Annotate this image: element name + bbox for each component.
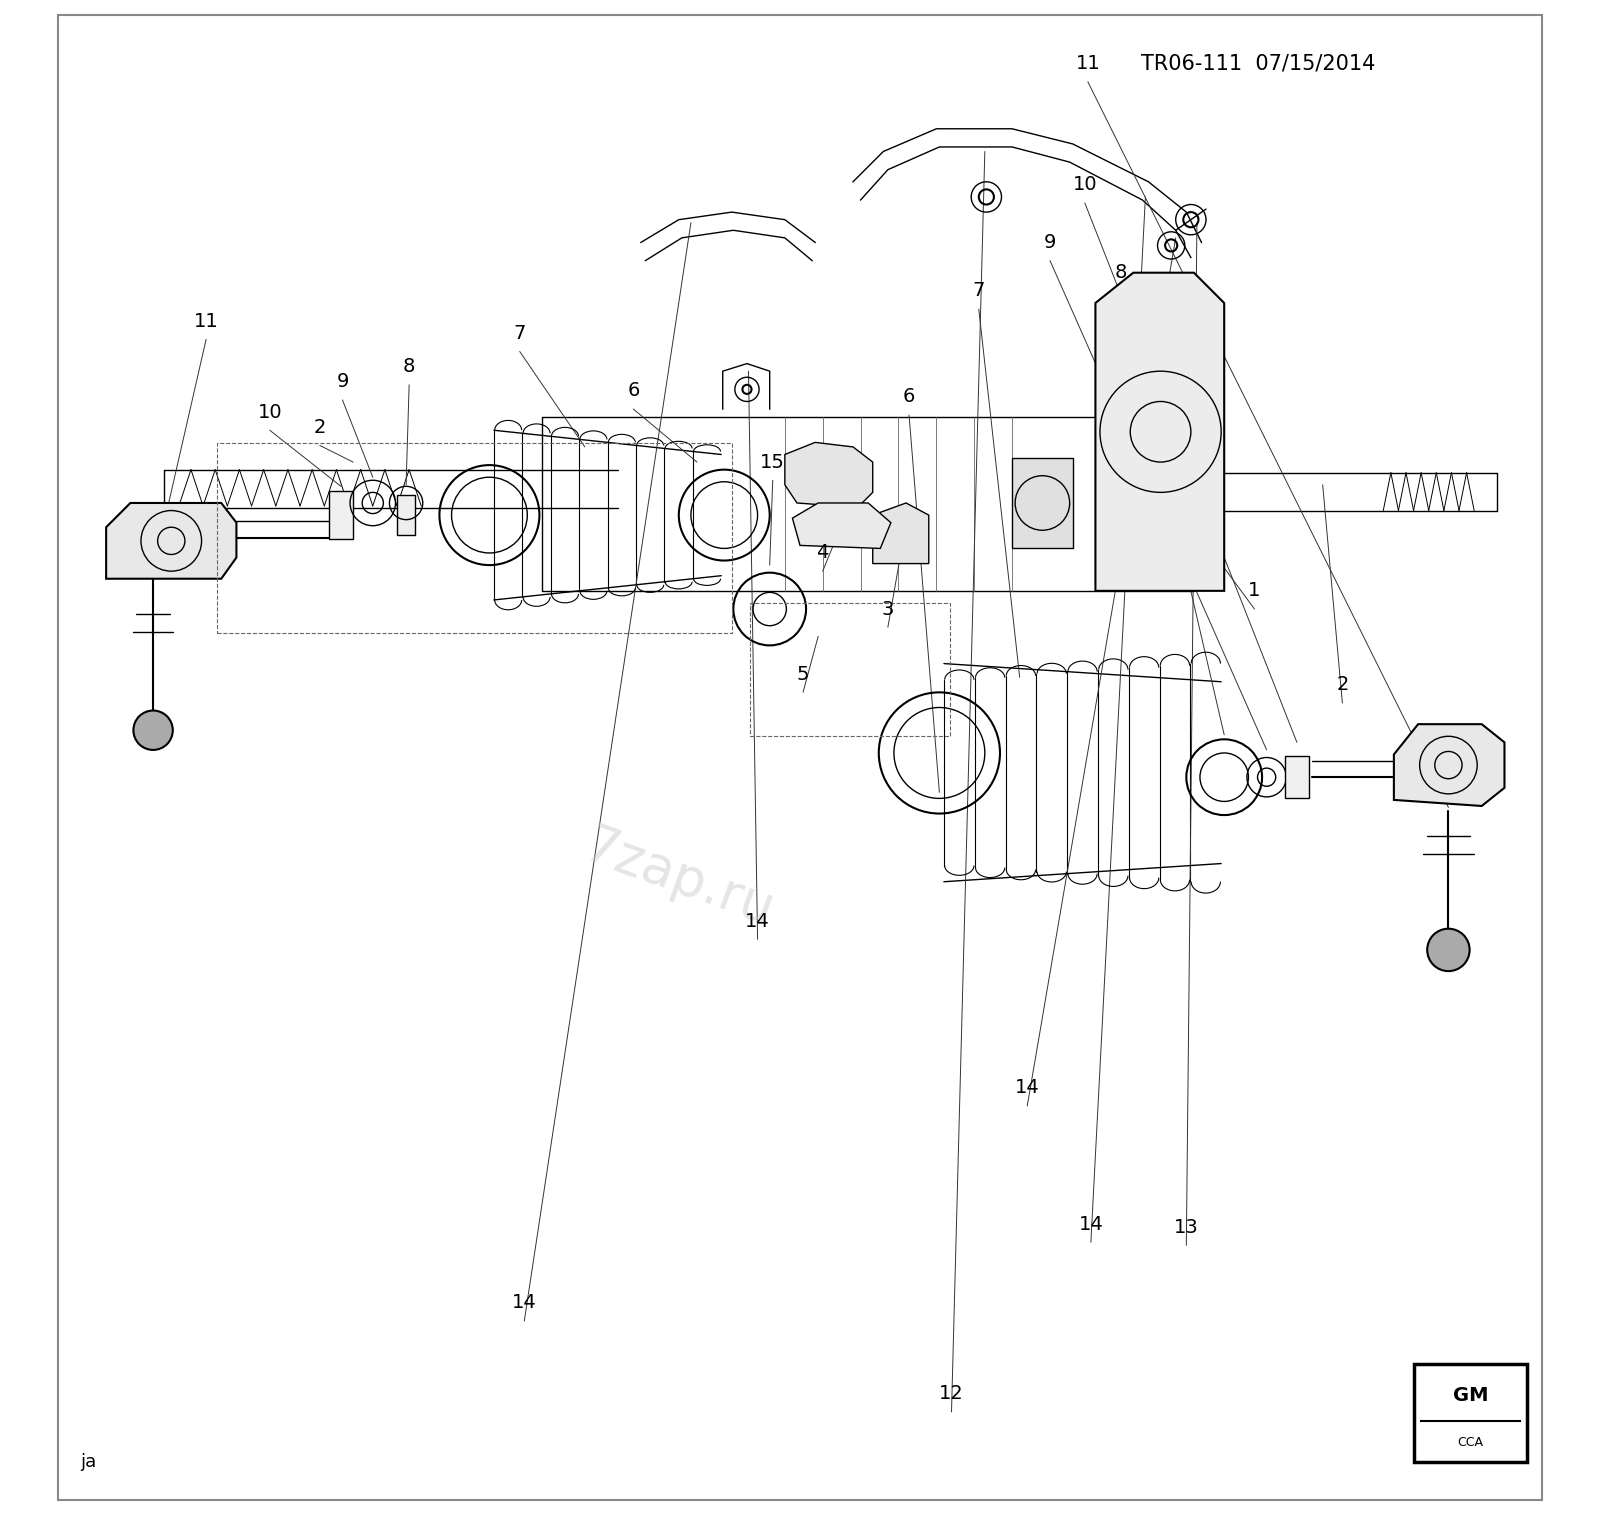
Text: 11: 11 bbox=[194, 312, 219, 330]
Polygon shape bbox=[106, 503, 237, 579]
Bar bbox=[216, 444, 731, 633]
Polygon shape bbox=[1096, 273, 1224, 591]
Text: 2: 2 bbox=[314, 418, 326, 436]
Bar bbox=[750, 603, 950, 736]
Text: 4: 4 bbox=[816, 544, 829, 562]
Text: 9: 9 bbox=[1043, 233, 1056, 251]
Text: 5: 5 bbox=[797, 665, 810, 683]
Bar bbox=[330, 491, 354, 539]
Text: 14: 14 bbox=[746, 912, 770, 930]
Text: 15: 15 bbox=[760, 453, 786, 471]
Text: 14: 14 bbox=[1078, 1215, 1104, 1233]
Text: 2: 2 bbox=[1336, 676, 1349, 694]
Text: 11: 11 bbox=[1075, 55, 1101, 73]
Text: 12: 12 bbox=[939, 1385, 963, 1403]
Text: 9: 9 bbox=[336, 373, 349, 391]
Bar bbox=[1013, 458, 1072, 548]
Text: 7: 7 bbox=[514, 324, 526, 342]
Polygon shape bbox=[792, 503, 891, 548]
Text: 8: 8 bbox=[403, 358, 416, 376]
Bar bbox=[1413, 1364, 1526, 1462]
Circle shape bbox=[1427, 929, 1470, 971]
Text: TR06-111  07/15/2014: TR06-111 07/15/2014 bbox=[1141, 53, 1376, 73]
Bar bbox=[397, 495, 414, 535]
Text: ja: ja bbox=[80, 1453, 96, 1471]
Text: 6: 6 bbox=[902, 388, 915, 406]
Circle shape bbox=[133, 711, 173, 750]
Text: 10: 10 bbox=[1072, 176, 1098, 194]
Bar bbox=[1285, 756, 1309, 798]
Text: GM: GM bbox=[1453, 1386, 1488, 1404]
Text: 14: 14 bbox=[512, 1294, 536, 1312]
Text: 14: 14 bbox=[1014, 1079, 1040, 1097]
Text: CCA: CCA bbox=[1458, 1436, 1483, 1448]
Polygon shape bbox=[872, 503, 928, 564]
Text: 7: 7 bbox=[973, 282, 986, 300]
Text: 1: 1 bbox=[1248, 582, 1261, 600]
Text: 6: 6 bbox=[627, 382, 640, 400]
Text: 10: 10 bbox=[258, 403, 282, 421]
Text: 7zap.ru: 7zap.ru bbox=[576, 820, 781, 938]
Polygon shape bbox=[1394, 724, 1504, 806]
Text: 8: 8 bbox=[1115, 264, 1128, 282]
Text: 13: 13 bbox=[1174, 1218, 1198, 1236]
Text: 3: 3 bbox=[882, 600, 894, 618]
Polygon shape bbox=[786, 442, 872, 508]
